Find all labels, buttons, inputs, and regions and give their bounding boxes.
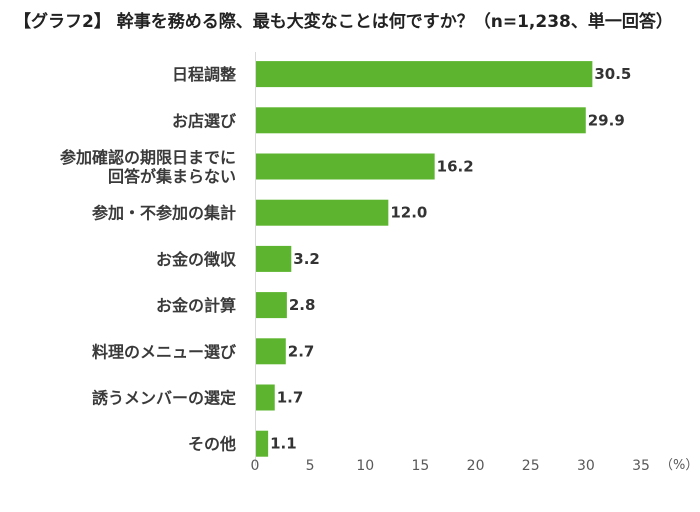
chart-title: 【グラフ2】 幹事を務める際、最も大変なことは何ですか？（n=1,238、単一回…: [14, 11, 673, 32]
value-label: 30.5: [594, 65, 631, 83]
x-unit-label: （%）: [660, 458, 698, 473]
x-tick-label: 30: [577, 458, 595, 474]
category-label: お金の計算: [156, 296, 236, 315]
category-label: お店選び: [172, 111, 237, 130]
bar: [256, 245, 292, 272]
bar: [256, 292, 287, 319]
category-label: その他: [188, 435, 236, 454]
value-label: 29.9: [588, 111, 625, 129]
bar: [256, 384, 275, 411]
bar: [256, 199, 389, 226]
x-tick-label: 20: [467, 458, 485, 474]
x-tick-label: 0: [251, 458, 260, 474]
bar: [256, 338, 286, 365]
bar: [256, 107, 586, 134]
bar: [256, 61, 593, 88]
category-label: お金の徴収: [156, 250, 237, 269]
category-label: 回答が集まらない: [108, 167, 236, 186]
value-label: 1.7: [277, 389, 304, 407]
value-label: 3.2: [293, 250, 320, 268]
bar: [256, 153, 435, 180]
bar: [256, 430, 269, 457]
value-label: 2.7: [288, 342, 315, 360]
x-tick-label: 15: [412, 458, 430, 474]
x-tick-label: 25: [522, 458, 540, 474]
x-tick-label: 10: [356, 458, 374, 474]
category-label: 参加・不参加の集計: [92, 204, 236, 223]
value-label: 12.0: [390, 204, 427, 222]
category-label: 料理のメニュー選び: [92, 342, 237, 361]
category-label: 日程調整: [172, 65, 236, 84]
category-label: 誘うメンバーの選定: [92, 389, 236, 408]
category-label: 参加確認の期限日までに: [60, 148, 236, 167]
value-label: 2.8: [289, 296, 316, 314]
value-label: 1.1: [270, 435, 297, 453]
x-tick-label: 35: [632, 458, 650, 474]
value-label: 16.2: [437, 158, 474, 176]
x-tick-label: 5: [306, 458, 315, 474]
